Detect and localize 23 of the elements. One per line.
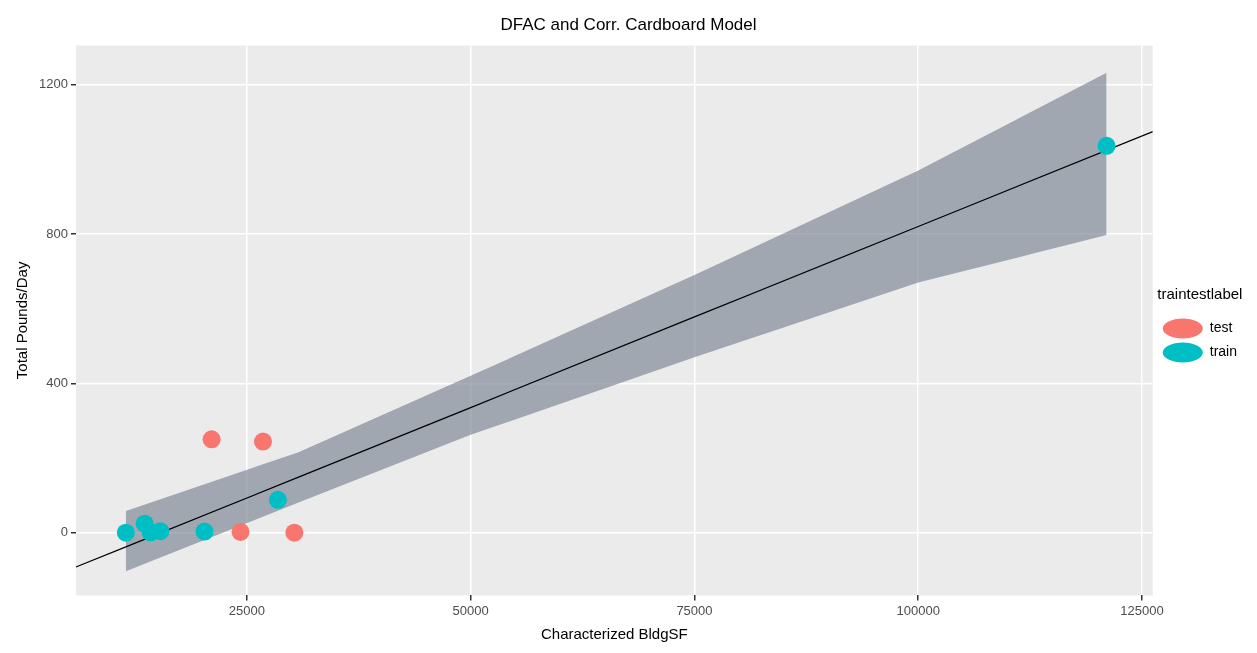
legend-label: test: [1209, 319, 1233, 336]
y-tick-label: 400: [46, 374, 68, 390]
point: [285, 523, 304, 542]
point: [268, 490, 287, 509]
point: [231, 522, 250, 541]
x-tick-label: 100000: [896, 602, 940, 618]
legend-title: traintestlabel: [1157, 285, 1243, 303]
x-tick-label: 125000: [1120, 602, 1164, 618]
legend-label: train: [1209, 343, 1237, 360]
y-tick-label: 1200: [39, 76, 68, 92]
x-tick-label: 25000: [228, 602, 265, 618]
y-tick-label: 0: [60, 524, 68, 540]
y-tick-label: 800: [46, 225, 68, 241]
point: [195, 522, 214, 541]
x-axis-title: Characterized BldgSF: [540, 625, 688, 643]
point: [202, 430, 221, 449]
point: [116, 523, 135, 542]
point: [254, 432, 272, 451]
x-tick-label: 75000: [676, 602, 713, 618]
chart-title: DFAC and Corr. Cardboard Model: [500, 14, 757, 34]
y-axis-title: Total Pounds/Day: [13, 261, 31, 380]
x-tick-label: 50000: [452, 602, 489, 618]
point: [1097, 136, 1116, 155]
